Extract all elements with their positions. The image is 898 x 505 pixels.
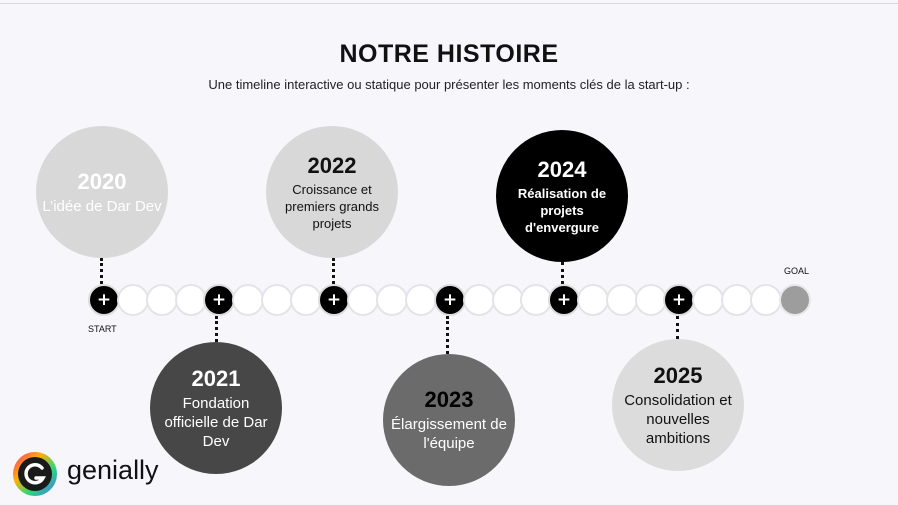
- timeline-dot: [117, 284, 149, 316]
- page-title: NOTRE HISTOIRE: [339, 40, 559, 68]
- timeline-dot: [692, 284, 724, 316]
- event-description: Fondation officielle de Dar Dev: [164, 394, 268, 450]
- plus-icon[interactable]: +: [318, 284, 350, 316]
- timeline-dot: [347, 284, 379, 316]
- plus-icon[interactable]: +: [88, 284, 120, 316]
- timeline-dot: [750, 284, 782, 316]
- timeline-dot: [232, 284, 264, 316]
- event-bubble-2024[interactable]: 2024 Réalisation de projets d'envergure: [496, 130, 628, 262]
- event-description: Élargissement de l'équipe: [391, 416, 507, 452]
- timeline-dot: [721, 284, 753, 316]
- event-bubble-2022[interactable]: 2022 Croissance et premiers grands proje…: [266, 126, 398, 258]
- timeline-dot: [635, 284, 667, 316]
- event-year: 2020: [77, 168, 127, 194]
- timeline-dot: [492, 284, 524, 316]
- event-bubble-2021[interactable]: 2021 Fondation officielle de Dar Dev: [150, 342, 282, 474]
- connector-2024: [561, 262, 564, 284]
- timeline-dot: [175, 284, 207, 316]
- timeline-dot: [261, 284, 293, 316]
- plus-icon[interactable]: +: [203, 284, 235, 316]
- event-bubble-2025[interactable]: 2025 Consolidation et nouvelles ambition…: [612, 339, 744, 471]
- connector-2021: [215, 316, 218, 342]
- timeline-dot: [405, 284, 437, 316]
- connector-2025: [676, 316, 679, 339]
- genially-logo-icon: [13, 452, 57, 496]
- event-description: Croissance et premiers grands projets: [285, 181, 379, 231]
- event-year: 2023: [424, 387, 474, 412]
- connector-2020: [100, 258, 103, 284]
- start-label: START: [88, 324, 117, 334]
- event-year: 2022: [307, 152, 357, 178]
- timeline-track: + + + + + +: [86, 284, 811, 316]
- timeline-dot: [463, 284, 495, 316]
- event-description: Consolidation et nouvelles ambitions: [624, 391, 732, 447]
- connector-2023: [446, 316, 449, 354]
- timeline-dot: [146, 284, 178, 316]
- timeline-dot: [376, 284, 408, 316]
- event-year: 2021: [191, 365, 241, 391]
- event-description: Réalisation de projets d'envergure: [517, 185, 607, 235]
- goal-label: GOAL: [784, 266, 810, 276]
- timeline-dot: [577, 284, 609, 316]
- event-year: 2024: [537, 156, 587, 182]
- event-bubble-2023[interactable]: 2023 Élargissement de l'équipe: [383, 354, 515, 486]
- connector-2022: [332, 258, 335, 284]
- event-description: L’idée de Dar Dev: [42, 197, 162, 215]
- page-subtitle: Une timeline interactive ou statique pou…: [208, 77, 690, 92]
- plus-icon[interactable]: +: [548, 284, 580, 316]
- event-bubble-2020[interactable]: 2020 L’idée de Dar Dev: [36, 126, 168, 258]
- plus-icon[interactable]: +: [663, 284, 695, 316]
- timeline-dot: [290, 284, 322, 316]
- top-divider: [0, 3, 898, 4]
- event-year: 2025: [653, 362, 703, 388]
- goal-dot: [779, 284, 811, 316]
- timeline-dot: [606, 284, 638, 316]
- genially-logo-text: genially: [67, 455, 159, 485]
- plus-icon[interactable]: +: [434, 284, 466, 316]
